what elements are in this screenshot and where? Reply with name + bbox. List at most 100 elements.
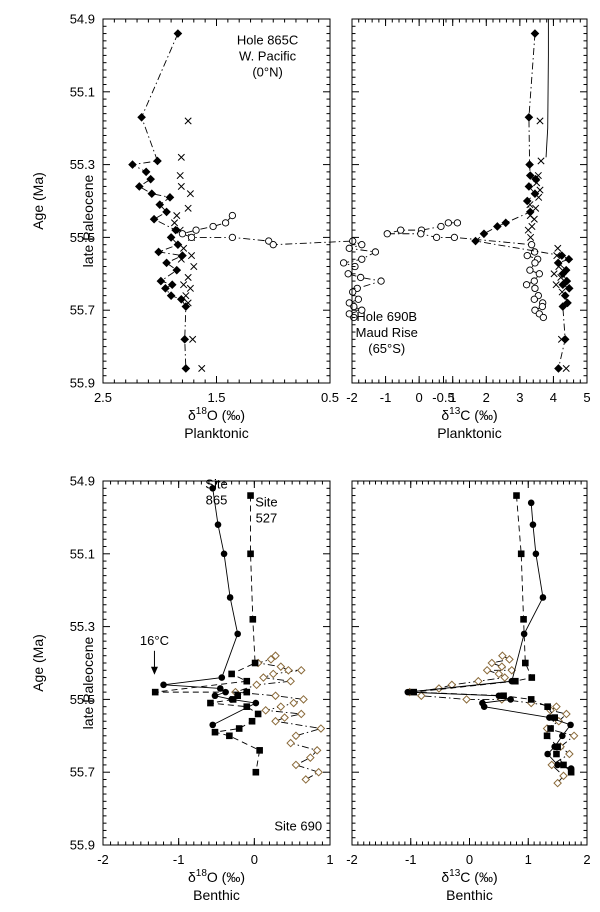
series-cross-point bbox=[173, 212, 181, 220]
series-diamond-open-point bbox=[291, 760, 301, 770]
series-circle-open-point bbox=[527, 241, 536, 249]
series-square-filled-point bbox=[254, 710, 262, 718]
series-diamond-filled-point bbox=[172, 265, 182, 275]
series-diamond-filled-point bbox=[522, 196, 532, 206]
series-diamond-open-point bbox=[296, 665, 306, 675]
series-circle-open-point bbox=[417, 230, 425, 238]
series-circle-open-point bbox=[209, 222, 217, 231]
series-cross-point bbox=[537, 157, 545, 165]
series-diamond-filled-point bbox=[173, 29, 183, 38]
series-diamond-filled-point bbox=[166, 291, 176, 300]
series-circle-filled-point bbox=[220, 550, 228, 558]
series-diamond-open-point bbox=[268, 669, 278, 679]
series-square-filled-point bbox=[543, 732, 551, 740]
series-square-filled-point bbox=[247, 492, 254, 499]
series-square-filled-point bbox=[528, 674, 536, 681]
series-circle-open-point bbox=[531, 284, 539, 293]
series-circle-open-point bbox=[432, 233, 441, 242]
x-tick-label: -1 bbox=[380, 390, 392, 405]
x-tick-label: -2 bbox=[346, 390, 358, 405]
y-tick-label: 55.5 bbox=[70, 230, 95, 245]
y-tick-label: 55.7 bbox=[70, 765, 95, 780]
series-diamond-open-point bbox=[291, 731, 301, 741]
series-cross-point bbox=[530, 215, 538, 223]
series-cross-point bbox=[536, 186, 544, 194]
series-diamond-filled-point bbox=[128, 160, 137, 169]
series-square-filled-point bbox=[251, 659, 259, 667]
series-cross-point bbox=[184, 273, 192, 281]
x-tick-label: 1.5 bbox=[207, 390, 225, 405]
series-cross-point bbox=[184, 204, 192, 212]
series-square-filled-line bbox=[155, 495, 261, 773]
y-tick-label: 55.5 bbox=[70, 692, 95, 707]
series-square-filled-point bbox=[243, 688, 251, 696]
series-circle-filled-point bbox=[559, 732, 566, 740]
series-diamond-open-point bbox=[569, 731, 579, 741]
series-diamond-filled-point bbox=[162, 258, 171, 268]
series-diamond-filled-point bbox=[557, 251, 567, 260]
series-diamond-open-point bbox=[552, 702, 561, 711]
annotation: Site 865 bbox=[205, 476, 227, 507]
series-circle-filled-point bbox=[520, 630, 528, 638]
series-diamond-filled-point bbox=[181, 302, 191, 311]
series-square-filled-point bbox=[256, 747, 263, 754]
series-circle-filled-point bbox=[480, 703, 488, 710]
x-axis-label: δ13C (‰) bbox=[441, 406, 497, 423]
series-diamond-open-point bbox=[314, 767, 323, 777]
series-cross-point bbox=[532, 204, 540, 212]
series-diamond-filled-point bbox=[524, 182, 534, 191]
x-tick-label: -2 bbox=[97, 852, 109, 867]
series-circle-filled-point bbox=[527, 499, 535, 507]
series-cross-point bbox=[177, 153, 185, 161]
series-square-filled-point bbox=[247, 550, 254, 558]
y-tick-label: 55.1 bbox=[70, 546, 95, 561]
arrow-head-icon bbox=[150, 666, 158, 675]
series-circle-open-point bbox=[192, 226, 200, 234]
series-square-filled-point bbox=[228, 670, 235, 678]
series-diamond-filled-point bbox=[165, 193, 175, 202]
series-square-filled-point bbox=[410, 688, 417, 696]
series-cross-point bbox=[176, 171, 184, 180]
series-diamond-open-point bbox=[497, 662, 507, 671]
series-circle-open-point bbox=[437, 222, 445, 231]
series-circle-open-point bbox=[371, 248, 380, 256]
series-circle-open-point bbox=[344, 270, 352, 278]
series-square-filled-point bbox=[567, 768, 575, 776]
series-circle-filled-point bbox=[252, 699, 260, 707]
series-square-filled-point bbox=[554, 743, 561, 751]
series-circle-filled-point bbox=[507, 696, 514, 703]
x-tick-label: 2 bbox=[583, 852, 590, 867]
series-diamond-open-point bbox=[286, 738, 295, 748]
series-diamond-filled-point bbox=[530, 189, 540, 199]
x-tick-label: 0 bbox=[466, 852, 473, 867]
series-cross-point bbox=[186, 190, 194, 198]
series-diamond-open-point bbox=[306, 753, 315, 762]
series-diamond-open-line bbox=[235, 655, 322, 780]
panel-planktonic-d18o: 54.9 55.1 55.3 55.5 55.7 55.9 Age (Ma) late Pal… bbox=[30, 12, 455, 442]
series-circle-open-point bbox=[228, 233, 237, 242]
series-diamond-open-point bbox=[498, 651, 507, 661]
x-axis-sublabel: Planktonic bbox=[437, 425, 502, 441]
series-diamond-open-point bbox=[500, 673, 510, 682]
series-circle-open-point bbox=[383, 230, 391, 238]
annotation: 16°C bbox=[140, 633, 169, 648]
series-diamond-open-point bbox=[280, 713, 289, 722]
series-diamond-filled-point bbox=[154, 247, 163, 257]
series-circle-open-point bbox=[530, 295, 538, 303]
series-diamond-filled-point bbox=[167, 280, 177, 290]
series-square-filled-point bbox=[520, 616, 527, 623]
series-cross-point bbox=[170, 219, 179, 227]
series-diamond-open-point bbox=[562, 709, 571, 719]
series-square-filled-point bbox=[243, 677, 251, 685]
series-cross-point bbox=[550, 270, 558, 278]
x-axis-label: δ18O (‰) bbox=[188, 868, 245, 885]
series-square-filled-point bbox=[248, 717, 256, 725]
series-circle-filled-point bbox=[539, 594, 547, 601]
x-axis-sublabel: Benthic bbox=[446, 887, 493, 903]
series-circle-open-point bbox=[178, 230, 187, 238]
series-diamond-filled-point bbox=[147, 189, 157, 199]
series-diamond-filled-point bbox=[525, 207, 535, 217]
y-tick-label: 55.9 bbox=[70, 376, 95, 391]
series-square-filled-point bbox=[553, 750, 560, 758]
